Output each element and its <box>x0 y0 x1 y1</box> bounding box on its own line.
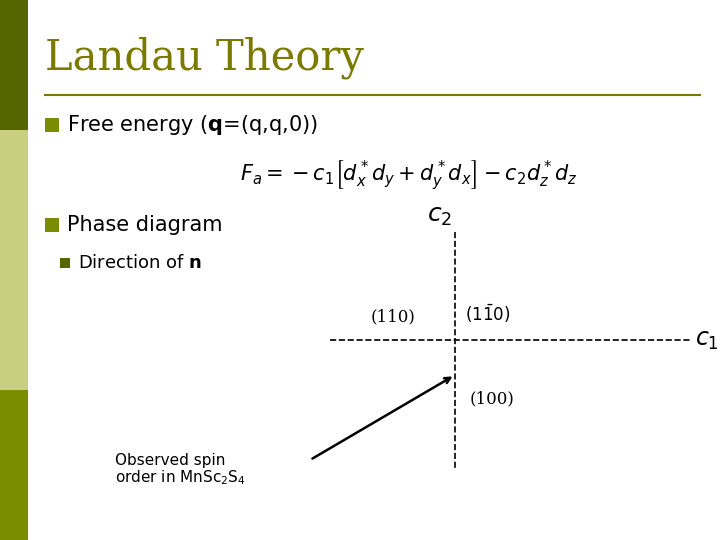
Text: Landau Theory: Landau Theory <box>45 37 364 79</box>
Text: Observed spin: Observed spin <box>115 453 225 468</box>
Text: $(1\bar{1}0)$: $(1\bar{1}0)$ <box>465 302 510 325</box>
Text: Direction of $\mathbf{n}$: Direction of $\mathbf{n}$ <box>78 254 202 272</box>
Text: (100): (100) <box>470 390 515 407</box>
Text: Free energy ($\mathbf{q}$=(q,q,0)): Free energy ($\mathbf{q}$=(q,q,0)) <box>67 113 318 137</box>
Text: order in MnSc$_2$S$_4$: order in MnSc$_2$S$_4$ <box>115 469 246 487</box>
Bar <box>0 390 28 540</box>
Text: $c_1$: $c_1$ <box>695 328 719 352</box>
Text: Phase diagram: Phase diagram <box>67 215 222 235</box>
Bar <box>0 0 28 130</box>
Bar <box>0 130 28 390</box>
Text: $c_2$: $c_2$ <box>428 205 453 227</box>
Bar <box>60 258 70 268</box>
Bar <box>45 118 59 132</box>
Text: (110): (110) <box>370 308 415 325</box>
Text: $F_a = -c_1\left[d_x^*d_y + d_y^*d_x\right] - c_2 d_z^*d_z$: $F_a = -c_1\left[d_x^*d_y + d_y^*d_x\rig… <box>240 158 577 192</box>
Bar <box>45 218 59 232</box>
